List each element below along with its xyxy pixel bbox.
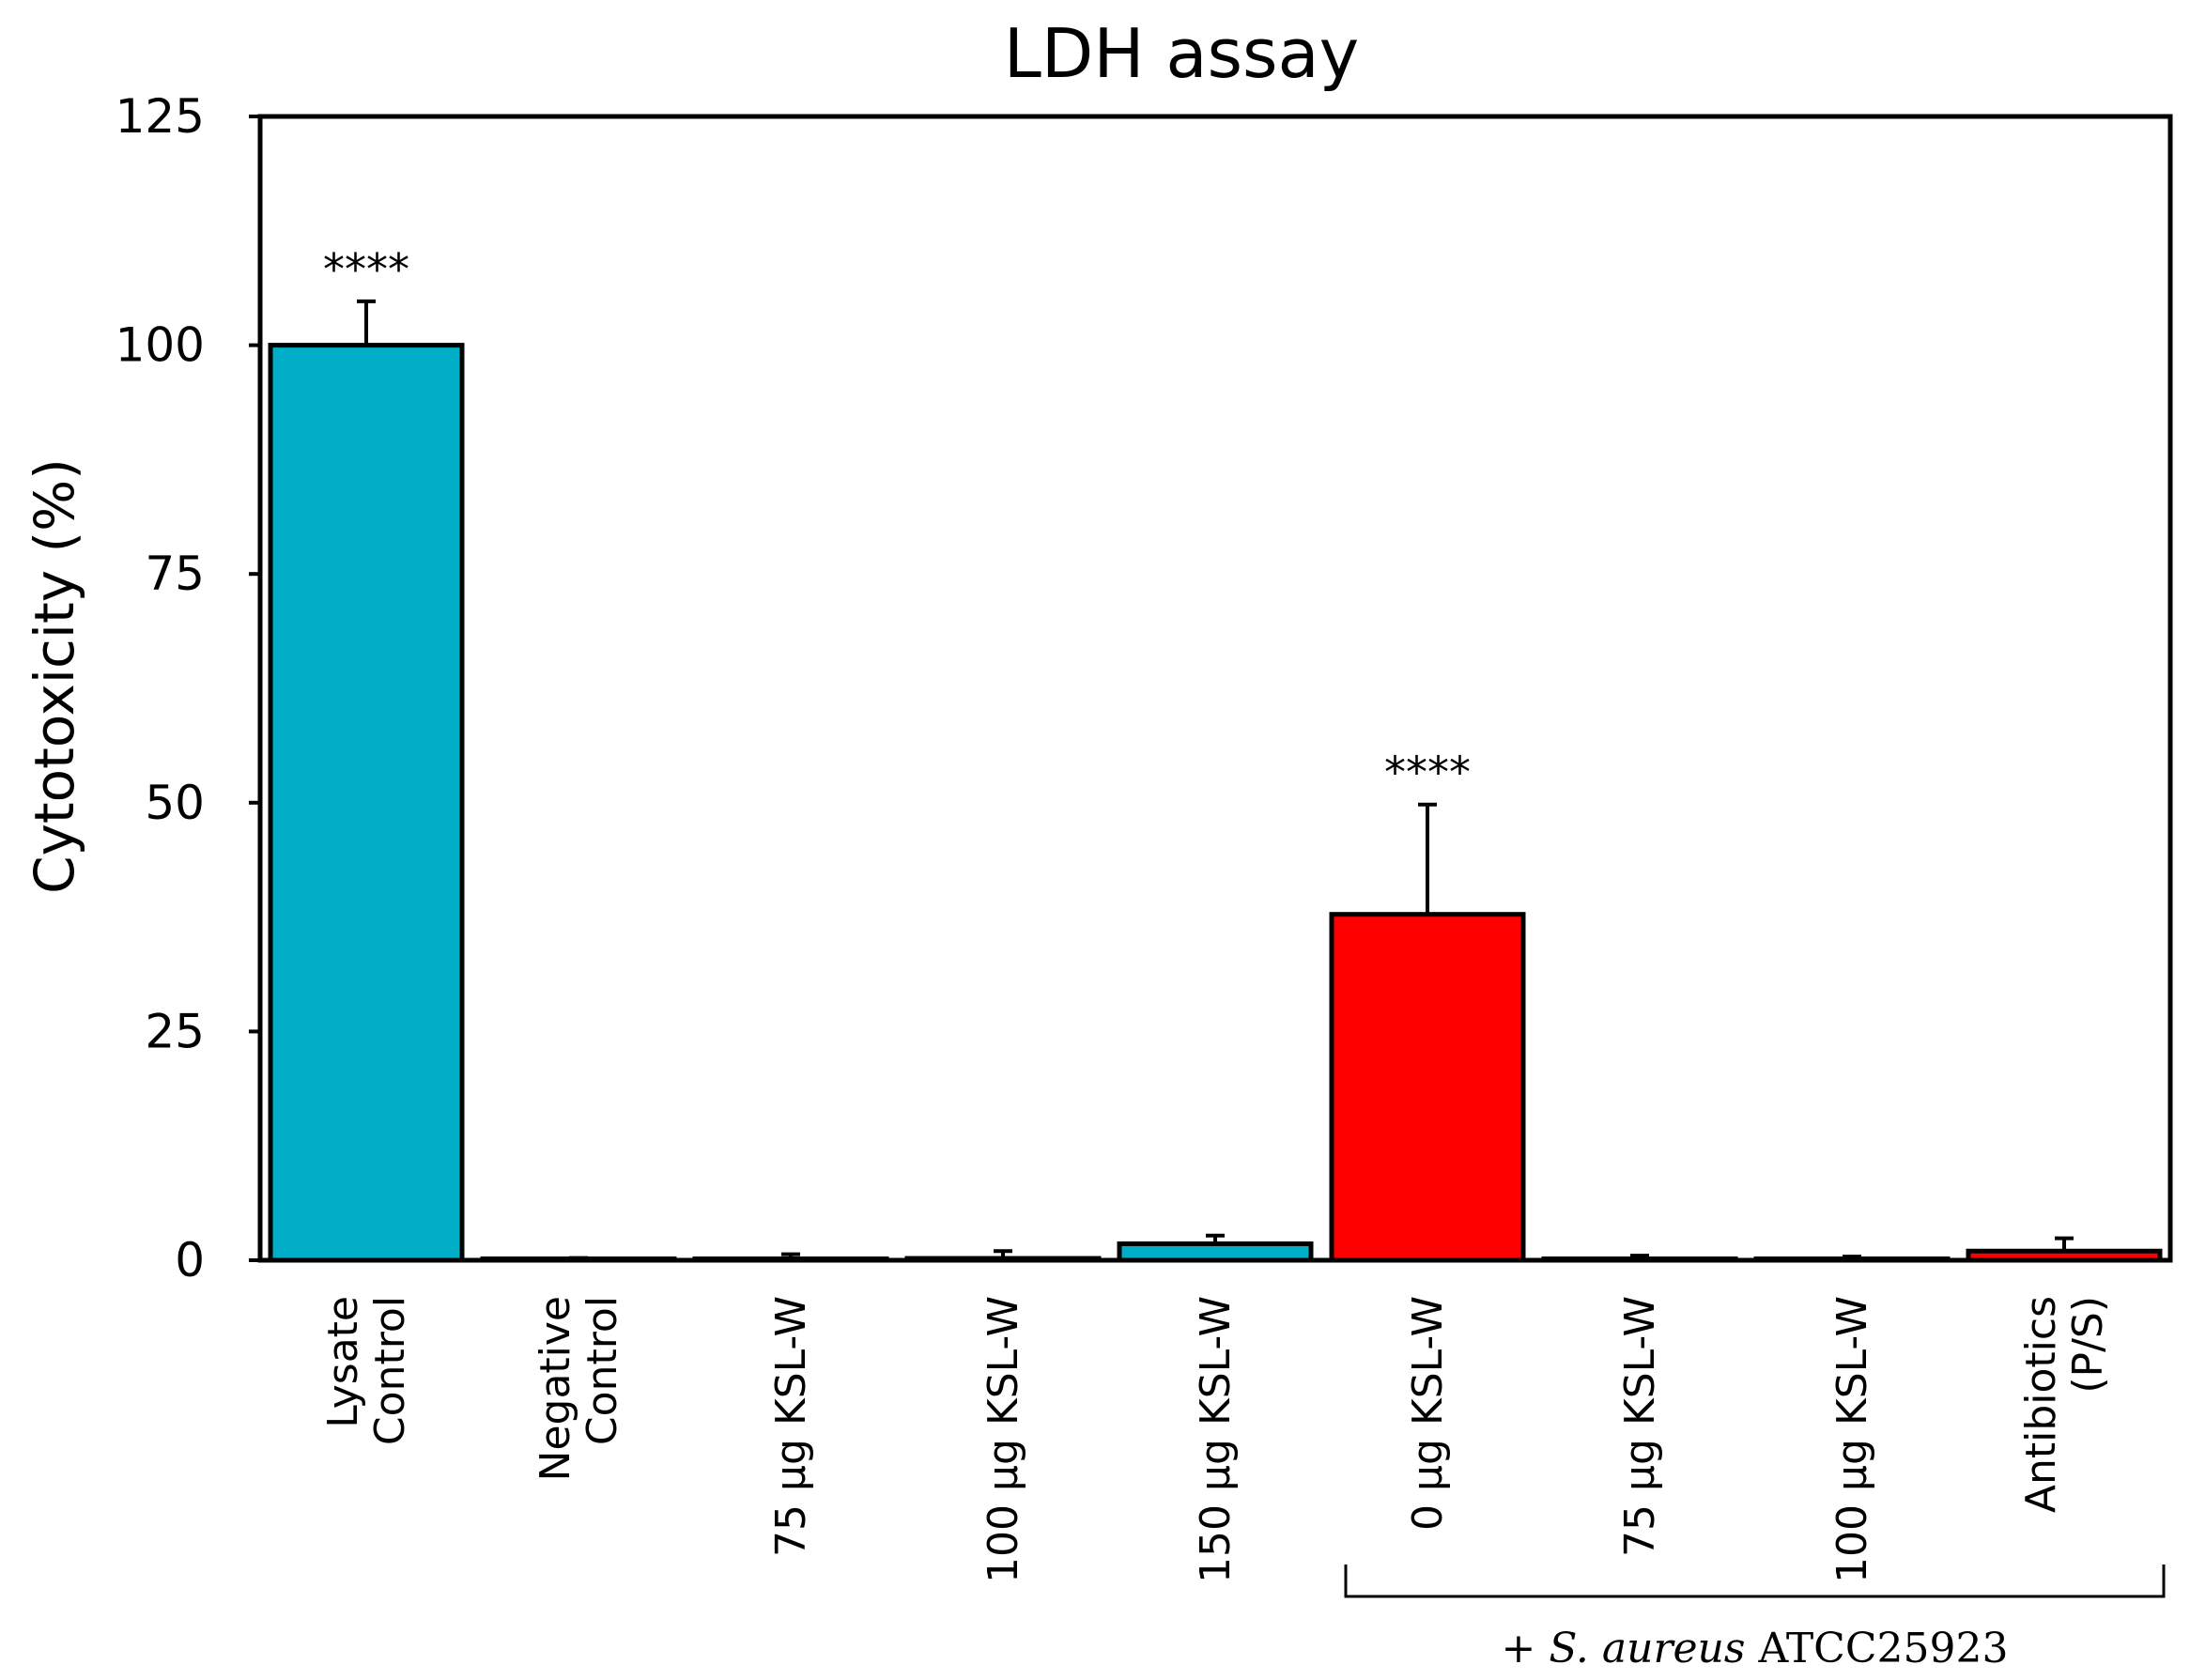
- error-bar: [1418, 802, 1437, 915]
- x-tick-label-line: 100 µg KSL-W: [1828, 1296, 1876, 1583]
- y-tick-label: 0: [175, 1233, 205, 1287]
- plot-area-frame: [257, 114, 2173, 1263]
- error-bar: [1843, 1255, 1861, 1260]
- x-tick-label-line: Lysate: [319, 1296, 367, 1428]
- error-bar: [994, 1249, 1012, 1259]
- bar: [692, 1256, 889, 1263]
- x-tick-label-line: 75 µg KSL-W: [1616, 1296, 1664, 1557]
- x-tick-label: 0 µg KSL-W: [1404, 1296, 1452, 1531]
- chart-title: LDH assay: [1004, 14, 1359, 93]
- error-bar: [1206, 1233, 1225, 1244]
- y-axis-ticks: 0 25 50 75 100 125: [116, 89, 260, 1287]
- bars: [268, 343, 2163, 1263]
- y-tick-label: 50: [145, 776, 205, 830]
- x-tick-label-line: (P/S): [2064, 1296, 2112, 1394]
- bar: [268, 343, 465, 1263]
- y-tick-label: 25: [145, 1004, 205, 1058]
- x-tick-label-line: Antibiotics: [2017, 1296, 2065, 1513]
- group-bracket-line: [1344, 1564, 2166, 1598]
- significance-label: ****: [1384, 748, 1471, 798]
- group-label-prefix: +: [1502, 1625, 1550, 1672]
- bar: [904, 1256, 1102, 1263]
- y-tick-label: 100: [116, 318, 205, 373]
- bar: [1117, 1241, 1314, 1263]
- x-tick-label-line: Control: [578, 1296, 626, 1445]
- x-tick-label: Lysate Control: [319, 1296, 414, 1445]
- bar: [1966, 1248, 2163, 1263]
- x-tick-label: 100 µg KSL-W: [1828, 1296, 1876, 1583]
- treatment-group-bracket: + S. aureus ATCC25923: [1344, 1564, 2166, 1672]
- group-label: + S. aureus ATCC25923: [1502, 1625, 2009, 1672]
- error-bars: [357, 299, 2074, 1260]
- x-tick-label: 100 µg KSL-W: [979, 1296, 1027, 1583]
- x-tick-label: 75 µg KSL-W: [767, 1296, 815, 1557]
- group-label-strain: ATCC25923: [1745, 1625, 2008, 1672]
- x-tick-label: Antibiotics (P/S): [2017, 1296, 2112, 1513]
- error-bar: [781, 1252, 800, 1259]
- error-bar: [1630, 1254, 1649, 1260]
- x-axis-tick-labels: Lysate Control Negative Control 75 µg KSL-W 1…: [319, 1296, 2112, 1583]
- error-bar: [569, 1256, 588, 1260]
- x-tick-label-line: 100 µg KSL-W: [979, 1296, 1027, 1583]
- bar: [1329, 912, 1526, 1263]
- y-axis-label: Cytotoxicity (%): [23, 458, 86, 894]
- x-tick-label-line: 75 µg KSL-W: [767, 1296, 815, 1557]
- significance-label: ****: [323, 244, 409, 295]
- x-tick-label-line: 0 µg KSL-W: [1404, 1296, 1452, 1531]
- significance-markers: **** ****: [323, 244, 1471, 798]
- x-tick-label: 150 µg KSL-W: [1192, 1296, 1240, 1583]
- error-bar: [357, 299, 376, 346]
- y-tick-label: 75: [145, 547, 205, 601]
- x-tick-label: 75 µg KSL-W: [1616, 1296, 1664, 1557]
- error-bar: [2055, 1236, 2074, 1252]
- y-tick-label: 125: [116, 89, 205, 144]
- x-tick-label-line: Control: [366, 1296, 414, 1445]
- x-tick-label: Negative Control: [532, 1296, 626, 1481]
- x-tick-label-line: 150 µg KSL-W: [1192, 1296, 1240, 1583]
- group-label-organism: S. aureus: [1549, 1625, 1745, 1672]
- x-tick-label-line: Negative: [532, 1296, 579, 1481]
